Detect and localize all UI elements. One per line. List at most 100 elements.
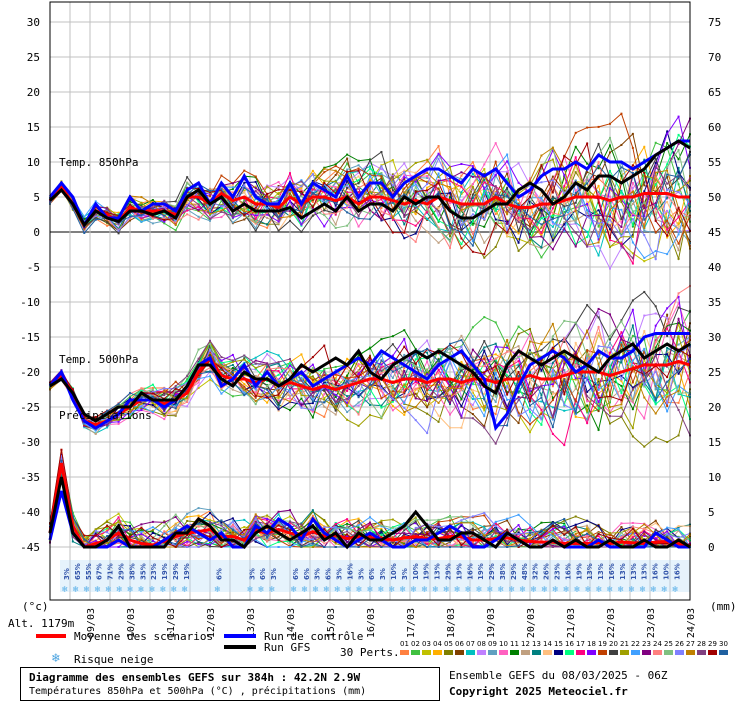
perturbation-point [677,355,680,358]
perturbation-point [414,186,417,189]
perturbation-point [403,373,406,376]
perturbation-point [94,215,97,218]
perturbation-point [129,203,131,206]
perturbation-point [620,191,623,194]
perturbation-point [460,385,463,388]
perturbation-point [597,177,600,180]
perturbation-point [529,333,531,336]
perturbation-point [609,384,611,387]
perturbation-point [620,320,623,323]
perturbation-point [311,534,314,537]
perturbation-point [631,200,634,203]
perturbation-point [197,535,200,538]
perturbation-point [506,543,509,546]
perturbation-point [437,152,440,155]
perturbation-point [620,341,623,344]
perturbation-point [231,360,234,363]
perturbation-point [209,530,211,533]
perturbation-point [540,410,543,413]
perturbation-point [426,395,429,398]
perturbation-point [300,406,303,409]
perturbation-point [483,340,486,343]
perturbation-point [140,220,143,223]
perturbation-point [643,383,646,386]
perturbation-point [460,369,463,372]
perturbation-point [231,532,234,535]
perturbation-point [449,380,451,383]
perturbation-point [243,184,246,187]
perturbation-point [540,400,543,403]
perturbation-point [620,235,623,238]
perturbation-point [563,360,566,363]
perturbation-point [609,544,611,547]
perturbation-point [391,185,394,188]
perturbation-point [551,368,554,371]
perturbation-point [506,404,509,407]
perturbation-point [289,358,291,361]
perturbation-point [323,542,326,545]
perturbation-point [586,176,589,179]
perturbation-point [529,228,531,231]
perturbation-point [334,173,337,176]
perturbation-point [426,189,429,192]
perturbation-point [231,523,234,526]
perturbation-point [631,370,634,373]
perturbation-point [300,528,303,531]
perturbation-point [449,235,451,238]
perturbation-point [197,359,200,362]
perturbation-point [677,524,680,527]
perturbation-point [460,178,463,181]
perturbation-point [129,202,131,205]
perturbation-point [369,386,371,389]
perturbation-point [517,237,520,240]
perturbation-point [620,534,623,537]
perturbation-point [643,314,646,317]
perturbation-point [163,531,166,534]
perturbation-point [277,403,280,406]
perturbation-point [311,416,314,419]
perturbation-point [540,343,543,346]
perturbation-point [357,524,360,527]
perturbation-point [323,367,326,370]
perturbation-point [414,206,417,209]
right-tick-label: 20 [708,401,721,414]
perturbation-point [551,182,554,185]
perturbation-point [540,385,543,388]
perturbation-point [391,193,394,196]
perturbation-point [483,187,486,190]
perturbation-point [369,347,371,350]
perturbation-point [243,211,246,214]
perturbation-point [586,349,589,352]
perturbation-point [631,257,634,260]
perturbation-point [414,161,417,164]
perturbation-point [174,527,177,530]
perturbation-point [266,514,269,517]
perturbation-point [300,207,303,210]
perturbation-point [597,395,600,398]
perturbation-point [254,540,257,543]
perturbation-point [666,234,669,237]
perturbation-point [357,164,360,167]
perturbation-point [380,529,383,532]
perturbation-point [403,174,406,177]
perturbation-point [357,364,360,367]
perturbation-point [506,193,509,196]
perturbation-point [494,218,497,221]
perturbation-point [391,541,394,544]
perturbation-point [209,543,211,546]
perturbation-point [311,398,314,401]
perturbation-point [483,172,486,175]
perturbation-point [163,414,166,417]
perturbation-point [643,534,646,537]
perturbation-point [151,529,154,532]
perturbation-point [209,343,211,346]
perturbation-point [540,369,543,372]
perturbation-point [517,230,520,233]
perturbation-point [540,167,543,170]
perturbation-point [209,217,211,220]
perturbation-point [471,161,474,164]
perturbation-point [654,141,657,144]
perturbation-point [471,375,474,378]
perturbation-point [551,237,554,240]
perturbation-point [357,353,360,356]
